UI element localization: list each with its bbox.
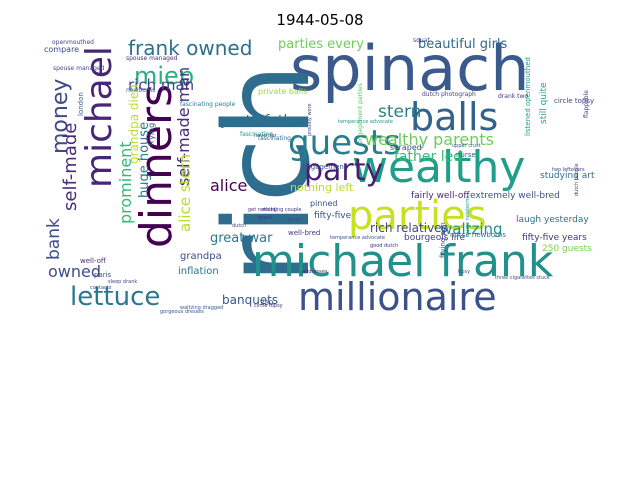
cloud-word: 250 [260, 299, 274, 307]
cloud-word: nurse newborns [465, 196, 471, 236]
cloud-word: miep [134, 62, 195, 90]
cloud-word: alice [210, 176, 248, 195]
cloud-word: three cigarettes stuck [495, 275, 550, 281]
cloud-word: bourgeois life [404, 233, 465, 243]
cloud-word: pinned [310, 199, 338, 208]
cloud-word: well-bred [288, 229, 321, 237]
cloud-word: two leftovers [552, 167, 585, 173]
cloud-word: guests [288, 123, 401, 163]
cloud-word: spinach [290, 36, 530, 105]
cloud-word: well-off [80, 257, 106, 265]
cloud-word: grandpa [180, 251, 222, 262]
cloud-word: tipsy [458, 269, 471, 275]
cloud-word: dutch photograph [422, 91, 476, 98]
cloud-word: proudly wore [307, 103, 313, 136]
cloud-word: still quite [539, 82, 549, 124]
cloud-word: beautiful girls [418, 37, 508, 52]
cloud-word: michael frank [252, 236, 554, 287]
cloud-word: frying [147, 122, 156, 146]
cloud-word: balls [410, 95, 499, 139]
cloud-word: drank two [498, 93, 529, 100]
cloud-word: compare [44, 45, 80, 54]
cloud-word: self-made [60, 122, 81, 211]
cloud-word: drank [258, 215, 273, 221]
cloud-word: circle topsy [554, 97, 595, 105]
cloud-word: frank owned [128, 36, 253, 60]
cloud-word: waltzing dragged [180, 305, 224, 311]
cloud-word: parties every [278, 37, 364, 52]
cloud-word: squat [413, 37, 430, 44]
cloud-word: fascinating people [180, 101, 236, 108]
cloud-word: great war [210, 231, 273, 246]
cloud-word: wealthy parents [365, 130, 494, 149]
cloud-word: upper crust [452, 143, 481, 149]
cloud-word: youth father [220, 113, 307, 129]
cloud-word: dutch [232, 223, 247, 229]
cloud-word: fifty-five years [522, 233, 587, 243]
cloud-word: gorgeous dresses [160, 309, 204, 315]
cloud-word: wealthy [352, 142, 526, 193]
cloud-word: waltzing [440, 220, 503, 238]
cloud-word: wedding couple [262, 207, 302, 213]
cloud-word: nurse [456, 151, 476, 159]
cloud-word: millionaire [298, 275, 497, 316]
cloud-word: bank [44, 218, 64, 260]
cloud-word: openmouthed [52, 39, 94, 46]
cloud-word: lettuce [70, 282, 161, 312]
cloud-word: extremely well-bred [470, 191, 560, 201]
cloud-word: studying art [540, 171, 595, 181]
cloud-word: nothing left [290, 181, 354, 194]
cloud-word: spouse managed [126, 55, 178, 62]
cloud-word: circle topsy [254, 303, 283, 309]
cloud-word: paris [94, 271, 112, 279]
cloud-word: sleep drank [108, 279, 138, 285]
cloud-word: 250 guests [542, 244, 592, 254]
cloud-word: flappable [583, 90, 590, 118]
cloud-word: never far [254, 133, 277, 139]
cloud-word: rich relatives [370, 221, 448, 235]
cloud-word: spouse managed [53, 65, 105, 72]
cloud-word: frying pan [439, 222, 447, 258]
cloud-word: good [288, 217, 301, 223]
cloud-word: grandpa died [127, 84, 141, 164]
cloud-word: fascinating [258, 135, 291, 142]
cloud-word: london [77, 92, 85, 116]
cloud-word: nurse newborns [450, 231, 506, 239]
cloud-word: temperance advocate [330, 235, 385, 241]
cloud-word: father led [394, 149, 463, 165]
cloud-word: get nothing [248, 207, 277, 213]
cloud-word: laugh yesterday [516, 215, 589, 225]
cloud-word: fairly well-off [411, 191, 470, 201]
cloud-word: addresses [302, 269, 328, 275]
cloud-word: fifty-five [314, 211, 352, 221]
cloud-word: engagement [302, 163, 347, 171]
cloud-word: alice stern [176, 153, 194, 232]
cloud-word: good dutch [370, 243, 399, 249]
cloud-word: temperance advocate [338, 119, 393, 125]
cloud-word: rich man [128, 76, 195, 94]
cloud-word: banquets [222, 293, 279, 307]
cloud-word: fascinating [240, 131, 273, 138]
chart-title: 1944-05-08 [276, 11, 364, 29]
cloud-word: owned [48, 262, 102, 281]
cloud-word: newborns [126, 87, 156, 94]
cloud-word: inflation [178, 266, 219, 277]
cloud-word: scraped [390, 143, 422, 152]
cloud-word: stern [378, 102, 422, 122]
word-cloud: spinach rich michael frank millionaire wealt… [40, 36, 600, 317]
cloud-word: party [304, 153, 384, 188]
cloud-word: parties [348, 193, 487, 239]
cloud-word: engagement parties [357, 83, 364, 144]
cloud-word: contacts [90, 285, 112, 291]
cloud-word: private balls [258, 87, 308, 96]
